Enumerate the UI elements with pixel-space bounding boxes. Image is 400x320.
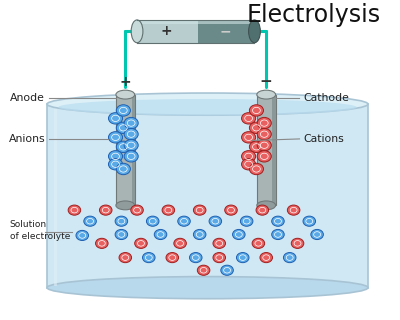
Bar <box>137 20 254 24</box>
Circle shape <box>225 205 237 215</box>
Circle shape <box>124 140 138 151</box>
Ellipse shape <box>131 20 143 43</box>
Circle shape <box>131 205 143 215</box>
Circle shape <box>162 205 175 215</box>
Text: Anode: Anode <box>10 93 45 103</box>
Circle shape <box>194 229 206 240</box>
Circle shape <box>249 163 264 175</box>
Circle shape <box>76 230 88 241</box>
Text: Solution
of electrolyte: Solution of electrolyte <box>10 220 70 241</box>
Circle shape <box>194 205 206 215</box>
Ellipse shape <box>47 276 368 299</box>
Circle shape <box>232 229 245 240</box>
Circle shape <box>108 158 122 170</box>
Circle shape <box>242 113 256 124</box>
Circle shape <box>108 113 122 124</box>
Circle shape <box>108 151 122 162</box>
Circle shape <box>284 252 296 263</box>
Bar <box>198 20 254 43</box>
Circle shape <box>174 238 186 248</box>
Circle shape <box>213 252 226 263</box>
Circle shape <box>257 151 271 162</box>
Circle shape <box>209 216 222 226</box>
Circle shape <box>242 151 256 162</box>
Circle shape <box>303 216 316 226</box>
Bar <box>116 95 135 205</box>
Text: +: + <box>120 75 131 89</box>
Circle shape <box>116 163 130 175</box>
Circle shape <box>197 265 210 275</box>
Ellipse shape <box>257 201 276 210</box>
Circle shape <box>257 128 271 140</box>
Circle shape <box>287 205 300 215</box>
Circle shape <box>240 216 253 226</box>
Ellipse shape <box>249 20 260 43</box>
Text: +: + <box>160 24 172 38</box>
Circle shape <box>257 140 271 151</box>
Circle shape <box>154 229 167 240</box>
Circle shape <box>272 229 284 240</box>
Circle shape <box>272 216 284 226</box>
Circle shape <box>124 128 138 140</box>
Circle shape <box>249 105 264 116</box>
Circle shape <box>68 205 81 215</box>
Circle shape <box>256 205 268 215</box>
Circle shape <box>178 216 190 226</box>
Circle shape <box>116 105 130 116</box>
Circle shape <box>249 122 264 133</box>
Ellipse shape <box>116 90 135 99</box>
Circle shape <box>116 122 130 133</box>
Circle shape <box>115 229 128 240</box>
Circle shape <box>242 158 256 170</box>
Circle shape <box>252 238 265 248</box>
Bar <box>47 104 368 288</box>
Circle shape <box>96 238 108 248</box>
Circle shape <box>249 141 264 153</box>
Circle shape <box>213 238 226 248</box>
Circle shape <box>236 252 249 263</box>
Circle shape <box>108 132 122 143</box>
Text: Cations: Cations <box>304 134 344 144</box>
Circle shape <box>115 216 128 226</box>
Circle shape <box>291 238 304 248</box>
Text: Electrolysis: Electrolysis <box>246 4 380 28</box>
Ellipse shape <box>58 99 357 116</box>
Circle shape <box>166 252 178 263</box>
Circle shape <box>221 265 233 275</box>
Circle shape <box>124 117 138 129</box>
Circle shape <box>260 252 272 263</box>
Ellipse shape <box>116 201 135 210</box>
Bar <box>257 95 276 205</box>
Circle shape <box>242 132 256 143</box>
Bar <box>137 20 198 43</box>
Circle shape <box>100 205 112 215</box>
Circle shape <box>142 252 155 263</box>
Circle shape <box>257 117 271 129</box>
Circle shape <box>116 141 130 153</box>
Text: −: − <box>260 75 272 90</box>
Ellipse shape <box>257 90 276 99</box>
Circle shape <box>311 229 323 240</box>
Text: Cathode: Cathode <box>304 93 349 103</box>
Circle shape <box>119 252 132 263</box>
Ellipse shape <box>47 93 368 115</box>
Text: −: − <box>219 24 231 38</box>
Circle shape <box>84 216 96 226</box>
Bar <box>272 95 276 205</box>
Circle shape <box>190 252 202 263</box>
Circle shape <box>146 216 159 226</box>
Circle shape <box>135 238 147 248</box>
Text: Anions: Anions <box>8 134 45 144</box>
Circle shape <box>124 151 138 162</box>
Bar <box>132 95 135 205</box>
